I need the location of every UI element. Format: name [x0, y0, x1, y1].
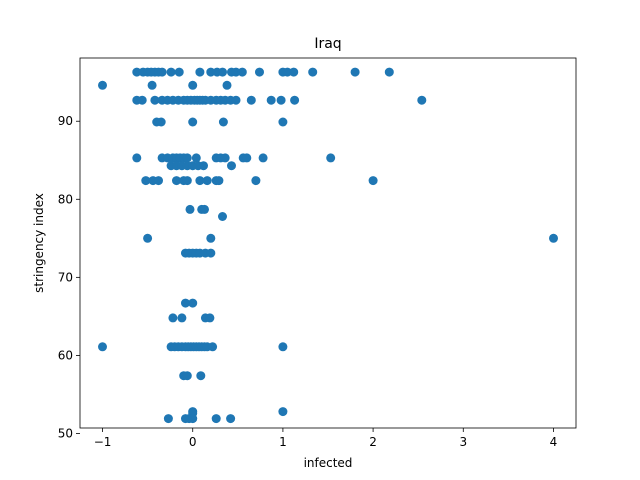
data-point [246, 95, 256, 105]
data-point [132, 153, 142, 163]
data-point [258, 153, 268, 163]
x-axis-label: infected [304, 456, 353, 470]
data-point [206, 233, 216, 243]
data-point [156, 117, 166, 127]
data-point [195, 67, 205, 77]
data-point [188, 414, 198, 424]
data-point [278, 342, 288, 352]
points-layer [98, 67, 558, 424]
x-tick-label: 0 [189, 435, 197, 449]
data-point [218, 212, 227, 221]
data-point [157, 67, 167, 77]
data-point [182, 153, 192, 163]
data-point [191, 153, 201, 163]
data-point [174, 67, 184, 77]
data-point [549, 233, 558, 243]
data-point [242, 153, 252, 163]
x-tick-label: −1 [94, 435, 112, 449]
data-point [147, 80, 157, 90]
data-point [141, 176, 151, 186]
data-point [206, 248, 216, 258]
data-point [172, 176, 181, 186]
data-point [132, 67, 142, 77]
data-point [255, 67, 264, 77]
data-point [326, 153, 336, 163]
data-point [195, 176, 205, 186]
data-point [290, 95, 300, 105]
data-point [137, 95, 147, 105]
data-point [220, 153, 230, 163]
data-point [226, 414, 236, 424]
data-point [182, 371, 192, 381]
data-point [368, 176, 378, 186]
data-point [154, 176, 163, 186]
data-point [289, 67, 299, 77]
data-point [177, 313, 187, 323]
data-point [205, 313, 215, 323]
data-point [276, 95, 286, 105]
data-point [199, 161, 208, 171]
data-point [384, 67, 394, 77]
x-tick-label: 2 [369, 435, 377, 449]
data-point [206, 67, 216, 77]
chart-title: Iraq [314, 36, 341, 52]
y-axis-ticks: 50 60 70 80 90 [58, 114, 80, 440]
data-point [168, 313, 178, 323]
data-point [350, 67, 360, 77]
x-tick-label: 1 [279, 435, 287, 449]
data-point [231, 95, 241, 105]
data-point [196, 371, 206, 381]
data-point [163, 414, 173, 424]
y-tick-label: 60 [58, 348, 73, 362]
data-point [282, 67, 292, 77]
y-tick-label: 80 [58, 192, 73, 206]
y-tick-label: 90 [58, 114, 73, 128]
data-point [202, 176, 212, 186]
x-tick-label: 3 [459, 435, 467, 449]
data-point [208, 342, 218, 352]
data-point [200, 204, 209, 214]
data-point [417, 95, 427, 105]
y-tick-label: 50 [58, 426, 73, 440]
data-point [188, 117, 198, 127]
x-tick-label: 4 [550, 435, 558, 449]
data-point [181, 298, 190, 308]
data-point [278, 407, 288, 417]
data-point [308, 67, 318, 77]
data-point [182, 176, 192, 186]
data-point [237, 67, 247, 77]
data-point [227, 161, 236, 171]
data-point [218, 67, 227, 77]
plot-frame [79, 57, 577, 429]
x-axis-ticks: −1 0 1 2 3 4 [94, 428, 558, 449]
data-point [185, 204, 195, 214]
data-point [266, 95, 276, 105]
y-tick-label: 70 [58, 270, 73, 284]
data-point [222, 80, 232, 90]
data-point [143, 233, 153, 243]
y-axis-label: stringency index [32, 193, 46, 293]
data-point [211, 414, 221, 424]
data-point [150, 95, 160, 105]
data-point [166, 67, 176, 77]
data-point [188, 298, 198, 308]
data-point [188, 80, 198, 90]
data-point [218, 117, 228, 127]
data-point [98, 80, 107, 90]
data-point [251, 176, 261, 186]
data-point [98, 342, 107, 352]
data-point [278, 117, 288, 127]
data-point [214, 176, 224, 186]
data-point [231, 67, 241, 77]
